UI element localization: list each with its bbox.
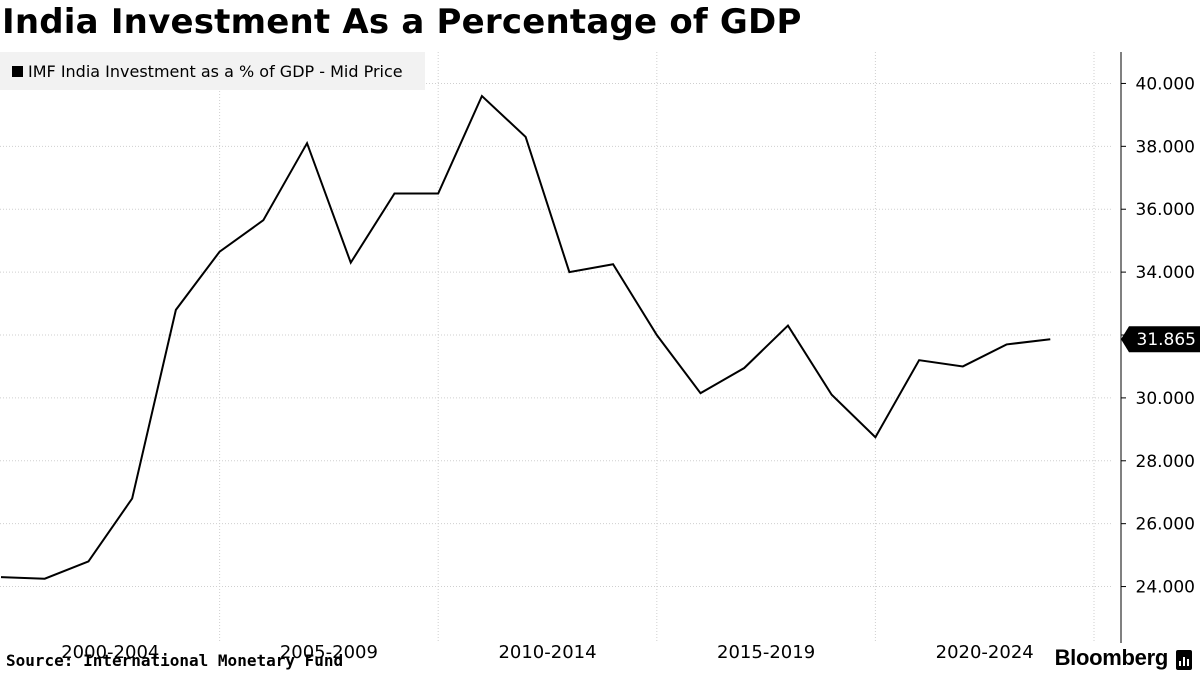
chart-title: India Investment As a Percentage of GDP — [2, 2, 802, 42]
y-tick-label: 28.000 — [1136, 452, 1195, 472]
brand-logo-text: Bloomberg — [1054, 645, 1169, 670]
legend-swatch — [12, 65, 23, 77]
y-tick-label: 34.000 — [1136, 263, 1195, 283]
legend-label: IMF India Investment as a % of GDP - Mid… — [28, 61, 403, 81]
bloomberg-chart-icon — [1176, 650, 1192, 670]
y-tick-label: 24.000 — [1136, 578, 1195, 598]
series-line — [0, 94, 1051, 580]
source-note: Source: International Monetary Fund — [6, 651, 344, 670]
y-tick-label: 36.000 — [1136, 200, 1195, 220]
x-tick-label: 2005-2009 — [280, 642, 378, 663]
x-tick-label: 2010-2014 — [498, 642, 596, 663]
legend: IMF India Investment as a % of GDP - Mid… — [0, 52, 425, 90]
y-tick-label: 40.000 — [1136, 74, 1195, 94]
last-value-text: 31.865 — [1137, 330, 1196, 350]
x-tick-label: 2015-2019 — [717, 642, 815, 663]
last-value-label: 31.865 — [1121, 326, 1200, 353]
y-tick-label: 26.000 — [1136, 515, 1195, 535]
x-tick-label: 2000-2004 — [61, 642, 159, 663]
y-tick-label: 38.000 — [1136, 137, 1195, 157]
last-value-label-background — [1121, 326, 1200, 353]
grid-lines — [0, 52, 1112, 643]
x-axis: 2000-2004 2005-2009 2010-2014 2015-2019 2020… — [61, 642, 1034, 663]
y-tick-label: 30.000 — [1136, 389, 1195, 409]
x-tick-label: 2020-2024 — [936, 642, 1034, 663]
